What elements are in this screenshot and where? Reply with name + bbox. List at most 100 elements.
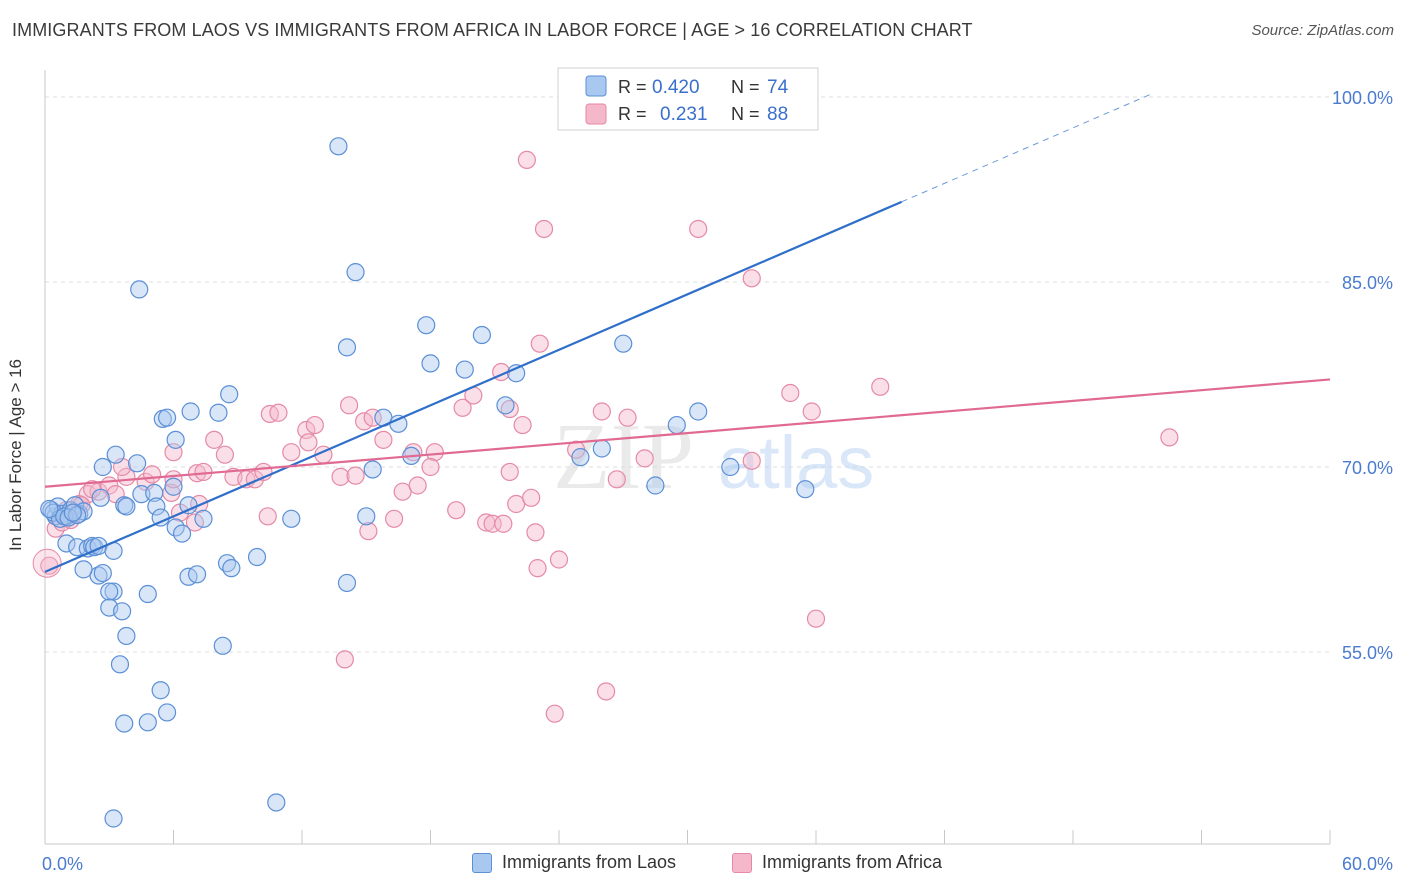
africa-point-77 [781, 383, 800, 403]
africa-point-84 [545, 704, 564, 723]
laos-point-83 [592, 439, 611, 458]
watermark-atlas: atlas [718, 421, 874, 504]
laos-point-36 [138, 713, 157, 732]
laos-point-78 [689, 402, 708, 421]
laos-point-28 [138, 584, 157, 604]
y-tick-label-85: 85.0% [1342, 273, 1393, 293]
africa-point-75 [592, 402, 611, 421]
laos-point-62 [209, 403, 228, 422]
africa-point-72 [607, 470, 626, 489]
africa-point-55 [530, 334, 549, 353]
legend-label-africa: Immigrants from Africa [762, 852, 943, 872]
africa-point-64 [447, 501, 466, 520]
laos-point-68 [130, 280, 149, 299]
africa-point-51 [513, 415, 532, 435]
laos-point-72 [455, 360, 474, 379]
africa-point-32 [299, 433, 318, 452]
laos-point-53 [172, 524, 192, 543]
series-laos-points [40, 137, 815, 828]
legend-swatch-laos [585, 75, 607, 97]
legend-item-laos[interactable]: Immigrants from Laos [472, 852, 676, 873]
africa-point-cluster [32, 548, 62, 578]
africa-point-45 [421, 457, 440, 477]
watermark-zip: ZIP [553, 405, 694, 509]
laos-point-50 [179, 496, 198, 515]
africa-point-38 [363, 408, 382, 427]
africa-point-22 [205, 430, 224, 449]
africa-point-44 [425, 443, 444, 462]
laos-point-77 [614, 334, 633, 353]
y-tick-labels: 55.0% 70.0% 85.0% 100.0% [1332, 88, 1393, 663]
x-tick-label-max: 60.0% [1342, 854, 1393, 874]
legend-swatch-africa-bottom [732, 852, 752, 873]
africa-point-33 [305, 415, 324, 435]
africa-point-70 [549, 550, 569, 569]
africa-point-40 [374, 430, 393, 449]
africa-point-46 [453, 398, 472, 417]
chart-source: Source: ZipAtlas.com [1251, 22, 1394, 39]
trend-line-laos [44, 200, 903, 573]
correlation-legend: R = 0.420 N = 74 R = 0.231 N = 88 [557, 67, 819, 131]
laos-point-59 [247, 547, 267, 567]
x-tick-label-min: 0.0% [42, 854, 83, 874]
africa-point-63 [384, 509, 404, 528]
africa-point-23 [215, 445, 234, 464]
laos-point-84 [646, 476, 665, 495]
legend-r-value-africa: 0.231 [660, 104, 708, 125]
africa-point-39 [340, 396, 359, 415]
chart-title: IMMIGRANTS FROM LAOS VS IMMIGRANTS FROM … [12, 20, 973, 40]
laos-point-45 [91, 488, 110, 507]
africa-point-80 [1160, 428, 1179, 447]
trend-line-africa [44, 378, 1331, 488]
laos-point-37 [104, 809, 123, 828]
legend-r-label-africa: R = [618, 104, 647, 124]
laos-point-71 [417, 316, 436, 335]
laos-point-88 [667, 415, 686, 435]
legend-n-label-laos: N = [731, 77, 760, 97]
laos-point-25 [74, 560, 93, 579]
laos-point-42 [166, 430, 185, 449]
laos-point-27 [100, 582, 119, 601]
y-tick-label-55: 55.0% [1342, 643, 1393, 663]
africa-point-79 [871, 377, 890, 396]
laos-point-87 [496, 396, 515, 415]
laos-point-31 [117, 626, 136, 646]
laos-point-80 [571, 448, 590, 467]
africa-point-82 [806, 609, 826, 628]
laos-point-15 [63, 503, 82, 522]
laos-point-46 [132, 485, 151, 504]
laos-point-58 [222, 559, 241, 578]
legend-swatch-africa [585, 103, 607, 125]
legend-swatch-laos-bottom [472, 852, 492, 873]
africa-point-76 [618, 408, 637, 427]
series-legend: Immigrants from Laos Immigrants from Afr… [0, 852, 1406, 878]
laos-point-16 [57, 534, 76, 553]
africa-point-85 [597, 682, 616, 701]
legend-n-label-africa: N = [731, 104, 760, 124]
laos-point-54 [194, 509, 213, 528]
laos-point-30 [112, 602, 132, 621]
legend-item-africa[interactable]: Immigrants from Africa [732, 852, 942, 873]
africa-point-74 [635, 449, 654, 468]
laos-point-63 [157, 408, 177, 427]
laos-point-74 [472, 325, 491, 345]
laos-point-69 [363, 460, 382, 479]
africa-point-65 [494, 514, 513, 533]
laos-point-75 [337, 338, 357, 357]
laos-point-49 [147, 497, 166, 516]
laos-point-40 [93, 457, 112, 477]
africa-point-54 [522, 488, 541, 507]
laos-point-38 [267, 793, 286, 812]
africa-point-81 [742, 451, 761, 470]
laos-point-65 [282, 509, 301, 528]
laos-point-79 [357, 507, 376, 526]
y-tick-label-100: 100.0% [1332, 88, 1393, 108]
laos-point-89 [346, 263, 365, 282]
laos-point-14 [40, 499, 59, 519]
legend-n-value-africa: 88 [767, 104, 788, 125]
africa-point-61 [742, 269, 761, 288]
africa-point-43 [408, 476, 427, 495]
legend-r-value-laos: 0.420 [652, 77, 700, 98]
laos-point-35 [115, 714, 134, 733]
